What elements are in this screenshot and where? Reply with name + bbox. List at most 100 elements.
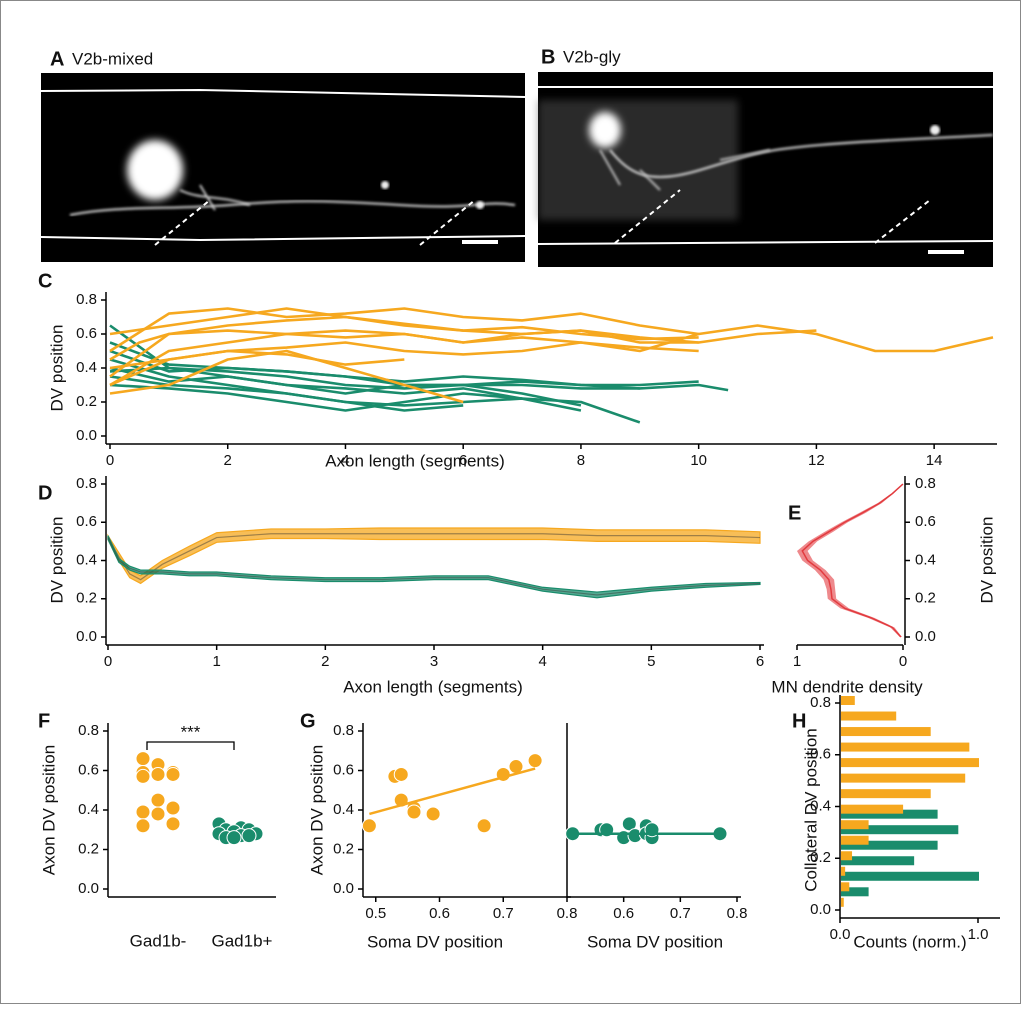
y-axis-label: DV position xyxy=(47,517,66,604)
panel-letter: F xyxy=(38,710,50,732)
bar xyxy=(841,789,931,799)
data-point xyxy=(241,828,257,844)
bar xyxy=(841,840,938,850)
significance: *** xyxy=(181,722,201,741)
bar xyxy=(841,866,846,876)
panel-letter: C xyxy=(38,270,52,292)
data-point xyxy=(135,804,151,820)
data-point xyxy=(165,816,181,832)
bar xyxy=(841,835,869,845)
y-tick-label: 0.0 xyxy=(76,628,97,645)
axon-trace xyxy=(109,366,582,407)
data-point xyxy=(165,766,181,782)
y-tick-label: 0.2 xyxy=(76,590,97,607)
axon-trace xyxy=(109,366,582,412)
bar xyxy=(841,804,904,814)
data-point xyxy=(393,766,409,782)
x-tick-label: 0.6 xyxy=(613,905,634,922)
x-axis-label: Axon length (segments) xyxy=(343,677,523,696)
y-tick-label: 0.6 xyxy=(810,746,831,763)
x-tick-label: 0 xyxy=(104,653,112,670)
x-tick-label: 0.7 xyxy=(493,905,514,922)
x-tick-label: 1 xyxy=(793,653,801,670)
bar xyxy=(841,825,959,835)
axon-trace xyxy=(109,324,729,392)
x-tick-label: 1.0 xyxy=(968,926,989,943)
y-tick-label: 0.2 xyxy=(78,840,99,857)
y-tick-label: 0.4 xyxy=(333,801,354,818)
y-axis-label: DV position xyxy=(47,325,66,412)
panel-letter: B xyxy=(541,46,555,68)
fit-line xyxy=(369,767,536,816)
data-point xyxy=(150,766,166,782)
bar xyxy=(841,809,938,819)
data-point xyxy=(425,806,441,822)
bar xyxy=(841,856,915,866)
y-tick-label: 0.0 xyxy=(78,880,99,897)
data-point xyxy=(150,806,166,822)
data-point xyxy=(406,804,422,820)
panel-letter: D xyxy=(38,482,52,504)
category-label: Gad1b- xyxy=(130,931,187,950)
axon-trace xyxy=(109,341,640,390)
bar xyxy=(841,773,966,783)
bar xyxy=(841,851,853,861)
x-tick-label: 8 xyxy=(577,452,585,469)
panel-letter: A xyxy=(50,48,64,70)
y-tick-label: 0.0 xyxy=(915,628,936,645)
y-tick-label: 0.2 xyxy=(810,849,831,866)
x-tick-label: 0.8 xyxy=(727,905,748,922)
mean-line xyxy=(107,537,761,596)
y-tick-label: 0.8 xyxy=(915,475,936,492)
bar xyxy=(841,820,869,830)
x-tick-label: 10 xyxy=(690,452,707,469)
y-tick-label: 0.8 xyxy=(333,722,354,739)
x-tick-label: 6 xyxy=(756,653,764,670)
y-tick-label: 0.6 xyxy=(78,761,99,778)
y-tick-label: 0.6 xyxy=(915,513,936,530)
x-axis-label: Soma DV position xyxy=(587,932,723,951)
x-tick-label: 0 xyxy=(106,452,114,469)
bar xyxy=(841,758,979,768)
y-axis-label: Collateral DV position xyxy=(801,728,820,891)
axon-trace xyxy=(109,329,817,387)
data-point xyxy=(527,753,543,769)
y-tick-label: 0.6 xyxy=(76,513,97,530)
x-tick-label: 0.5 xyxy=(365,905,386,922)
y-tick-label: 0.2 xyxy=(915,590,936,607)
x-tick-label: 2 xyxy=(321,653,329,670)
x-tick-label: 6 xyxy=(459,452,467,469)
y-tick-label: 0.6 xyxy=(76,325,97,342)
x-axis-label: Soma DV position xyxy=(367,932,503,951)
image-a xyxy=(40,73,526,262)
x-tick-label: 0.0 xyxy=(830,926,851,943)
y-tick-label: 0.4 xyxy=(78,801,99,818)
y-tick-label: 0.4 xyxy=(810,797,831,814)
bar xyxy=(841,711,897,721)
axon-trace xyxy=(109,307,699,353)
data-point xyxy=(226,830,242,846)
bar xyxy=(841,882,850,892)
x-tick-label: 14 xyxy=(926,452,943,469)
bar xyxy=(841,727,931,737)
panel-letter: G xyxy=(300,710,316,732)
image-title: V2b-mixed xyxy=(72,49,153,68)
bar xyxy=(841,696,855,705)
y-tick-label: 0.8 xyxy=(76,475,97,492)
x-tick-label: 1 xyxy=(212,653,220,670)
bar xyxy=(841,742,970,752)
panel-letter: H xyxy=(792,710,806,732)
y-tick-label: 0.8 xyxy=(76,291,97,308)
axon-trace xyxy=(109,349,464,404)
x-tick-label: 0.7 xyxy=(670,905,691,922)
significance-bracket xyxy=(146,741,235,750)
axon-trace xyxy=(109,307,699,344)
y-axis-label: DV position xyxy=(977,517,996,604)
x-axis-label: MN dendrite density xyxy=(771,677,923,696)
y-tick-label: 0.0 xyxy=(810,901,831,918)
y-tick-label: 0.6 xyxy=(333,761,354,778)
y-tick-label: 0.8 xyxy=(78,722,99,739)
category-label: Gad1b+ xyxy=(212,931,273,950)
